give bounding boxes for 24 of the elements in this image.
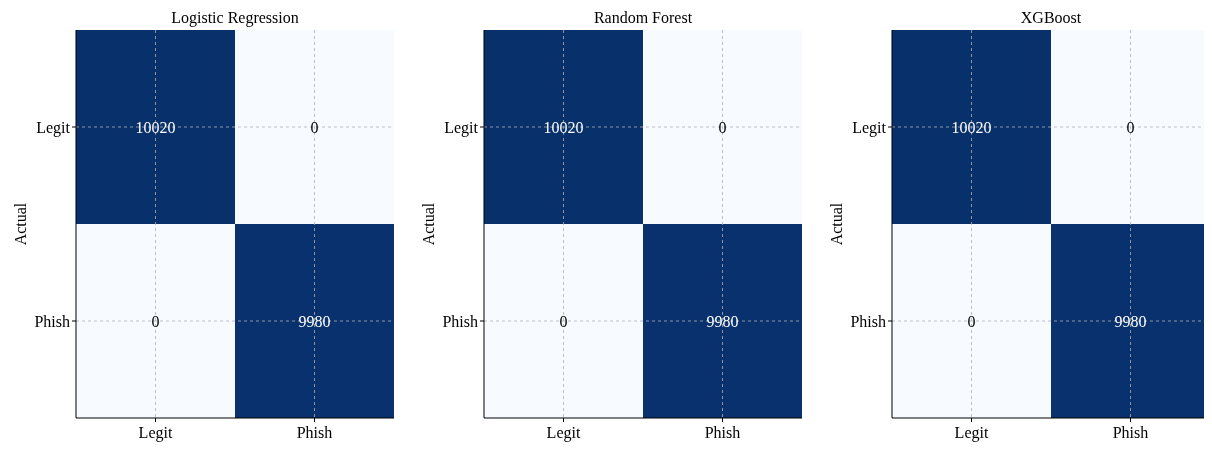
x-tick-label: Legit xyxy=(546,424,581,442)
chart-title: Logistic Regression xyxy=(171,9,299,27)
data-label: 0 xyxy=(1126,118,1135,136)
chart-title: Random Forest xyxy=(593,9,693,26)
x-tick-label: Phish xyxy=(296,424,333,441)
x-tick-label: Phish xyxy=(1112,424,1149,441)
data-label: 10020 xyxy=(135,118,176,136)
data-label: 9980 xyxy=(706,312,739,330)
data-label: 0 xyxy=(718,118,727,136)
x-tick-label: Phish xyxy=(704,424,741,441)
data-label: 0 xyxy=(967,312,976,330)
data-label: 0 xyxy=(310,118,319,136)
chart-title: XGBoost xyxy=(1020,9,1082,26)
data-label: 9980 xyxy=(298,312,331,330)
data-label: 0 xyxy=(559,312,568,330)
data-label: 10020 xyxy=(543,118,584,136)
data-label: 9980 xyxy=(1114,312,1147,330)
data-label: 10020 xyxy=(951,118,992,136)
y-axis-title: Actual xyxy=(828,202,845,246)
x-tick-label: Legit xyxy=(138,424,173,442)
y-axis-title: Actual xyxy=(420,202,437,246)
x-tick-label: Legit xyxy=(954,424,989,442)
y-axis-title: Actual xyxy=(12,202,29,246)
data-label: 0 xyxy=(151,312,160,330)
